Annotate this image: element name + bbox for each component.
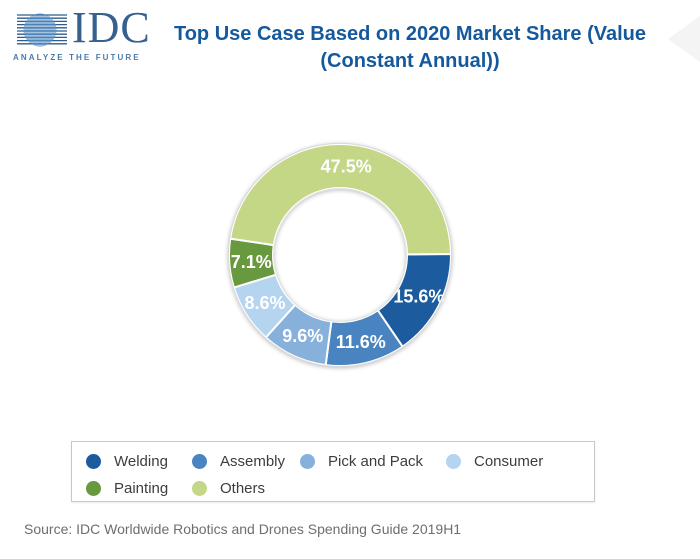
legend-label-assembly: Assembly <box>220 452 286 470</box>
legend-dot-painting <box>86 480 101 496</box>
donut-label-welding: 15.6% <box>393 287 444 307</box>
title-line-2: (Constant Annual)) <box>320 50 500 72</box>
corner-arrow-icon <box>668 16 700 62</box>
donut-segment-others <box>229 143 452 256</box>
logo-tagline: ANALYZE THE FUTURE <box>13 53 141 62</box>
legend-dot-assembly <box>192 453 207 469</box>
legend-item-others: Others <box>192 478 265 498</box>
donut-label-consumer: 8.6% <box>244 293 285 313</box>
legend-label-welding: Welding <box>114 452 168 470</box>
legend-label-painting: Painting <box>114 479 169 497</box>
source-note: Source: IDC Worldwide Robotics and Drone… <box>24 521 462 537</box>
title-line-1: Top Use Case Based on 2020 Market Share … <box>173 23 647 45</box>
legend-dot-others <box>192 480 207 496</box>
legend-dot-consumer <box>446 453 461 469</box>
legend-item-assembly: Assembly <box>192 451 285 471</box>
legend-dot-welding <box>86 453 101 469</box>
donut-chart: 15.6% 11.6% 9.6% 8.6% 7.1% 47.5% <box>227 142 453 368</box>
legend-item-welding: Welding <box>86 451 168 471</box>
legend-item-painting: Painting <box>86 478 168 498</box>
legend-item-consumer: Consumer <box>446 451 543 471</box>
legend-label-others: Others <box>220 479 266 497</box>
donut-label-others: 47.5% <box>321 157 372 177</box>
donut-label-assembly: 11.6% <box>336 332 386 352</box>
idc-logo: IDC ANALYZE THE FUTURE <box>0 0 160 70</box>
legend: Welding Assembly Pick and Pack Consumer Pain… <box>71 441 595 502</box>
logo-wordmark: IDC <box>72 3 151 52</box>
donut-label-painting: 7.1% <box>231 252 272 272</box>
page-title: Top Use Case Based on 2020 Market Share … <box>140 21 680 75</box>
donut-label-pick-and-pack: 9.6% <box>282 326 323 346</box>
legend-label-consumer: Consumer <box>474 452 544 470</box>
idc-globe-icon <box>17 13 67 47</box>
legend-item-pick-and-pack: Pick and Pack <box>300 451 423 471</box>
legend-label-pick-and-pack: Pick and Pack <box>328 452 424 470</box>
legend-dot-pick-and-pack <box>300 453 315 469</box>
